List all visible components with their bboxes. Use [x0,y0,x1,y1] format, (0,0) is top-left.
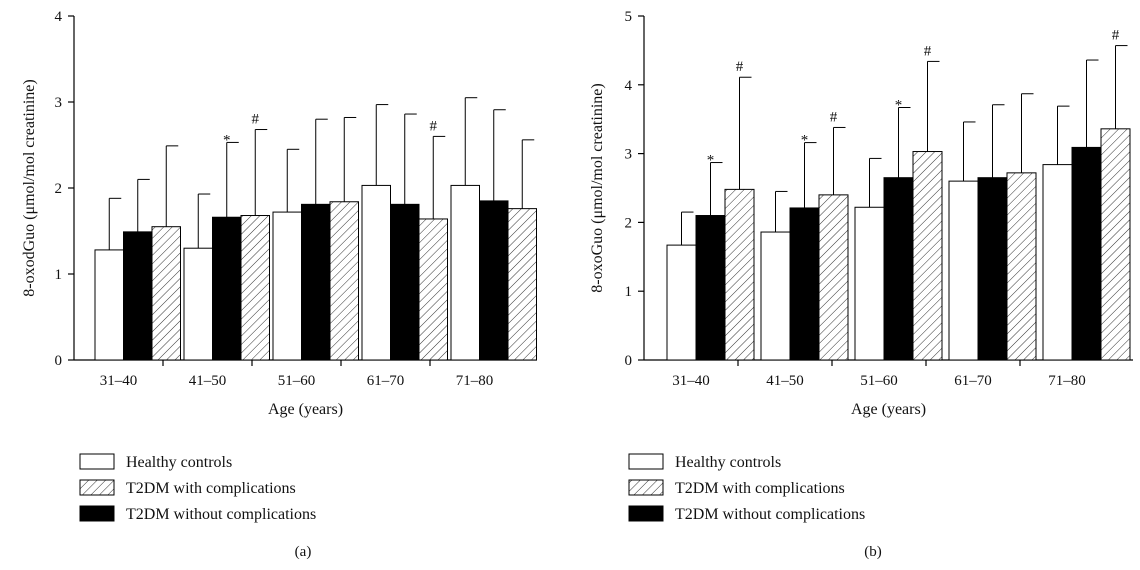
bar-t2dm-with-complications-71-80 [507,208,537,361]
y-tick-label: 3 [55,95,63,111]
bar-t2dm-with-complications-41-50 [240,215,270,361]
panel-label: (a) [295,544,312,560]
x-tick-label: 61–70 [954,373,992,389]
bar-t2dm-without-complications-31-40 [123,231,153,361]
legend-label-without: T2DM without complications [675,506,865,523]
legend-label-with: T2DM with complications [126,480,296,497]
y-tick-label: 3 [625,147,633,163]
bar-t2dm-with-complications-51-60 [329,201,359,361]
bar-t2dm-without-complications-71-80 [479,200,509,361]
x-tick-label: 41–50 [189,373,227,389]
legend-b: Healthy controls T2DM with complications T… [628,453,865,523]
legend-a: Healthy controls T2DM with complications T… [79,453,316,523]
x-tick-label: 41–50 [766,373,804,389]
chart-a: 0 1 2 3 4 31–40 41–50 * #51–60 61–70 #71–80 Age (ye… [21,9,537,418]
bar-healthy-controls-31-40 [666,244,697,361]
y-tick-label: 1 [625,284,633,300]
bar-healthy-controls-31-40 [94,249,124,361]
y-axis-label: 8-oxoGuo (μmol/mol creatinine) [589,83,606,292]
bar-t2dm-with-complications-71-80 [1100,128,1131,361]
bar-healthy-controls-41-50 [183,247,213,361]
y-tick-label: 4 [625,78,633,94]
significance-asterisk: * [801,133,809,149]
x-tick-label: 51–60 [278,373,316,389]
legend-swatch-healthy [79,453,115,470]
x-tick-label: 71–80 [456,373,494,389]
bar-t2dm-with-complications-41-50 [818,194,849,361]
significance-hash: # [736,59,744,75]
y-axis-label: 8-oxodGuo (μmol/mol creatinine) [21,79,38,296]
legend-swatch-healthy [628,453,664,470]
x-tick-label: 31–40 [100,373,138,389]
x-axis-label: Age (years) [851,401,926,418]
bar-healthy-controls-51-60 [272,211,302,361]
bar-t2dm-without-complications-41-50 [212,216,242,361]
significance-hash: # [830,109,838,125]
significance-hash: # [1112,28,1120,44]
bar-t2dm-without-complications-61-70 [390,203,420,361]
y-tick-label: 0 [625,353,633,369]
bar-t2dm-without-complications-71-80 [1071,146,1102,361]
legend-swatch-with [79,479,115,496]
y-tick-label: 1 [55,267,63,283]
y-tick-label: 4 [55,9,63,25]
bar-healthy-controls-61-70 [361,184,391,361]
bar-t2dm-with-complications-61-70 [1006,172,1037,361]
y-tick-label: 2 [625,215,633,231]
bar-healthy-controls-71-80 [1042,164,1073,361]
y-tick-label: 0 [55,353,63,369]
bar-healthy-controls-71-80 [450,184,480,361]
significance-hash: # [924,43,932,59]
x-tick-label: 31–40 [672,373,710,389]
y-tick-label: 5 [625,9,633,25]
significance-asterisk: * [707,153,715,169]
legend-label-without: T2DM without complications [126,506,316,523]
bar-t2dm-without-complications-41-50 [789,207,820,361]
bar-healthy-controls-61-70 [948,180,979,361]
bar-t2dm-without-complications-31-40 [695,215,726,361]
bar-healthy-controls-41-50 [760,231,791,361]
panel-label: (b) [864,544,882,560]
bar-t2dm-without-complications-51-60 [301,203,331,361]
bar-t2dm-with-complications-61-70 [418,218,448,361]
bar-t2dm-with-complications-31-40 [151,226,181,361]
significance-hash: # [430,118,438,134]
bar-t2dm-without-complications-61-70 [977,177,1008,361]
legend-swatch-without [628,505,664,522]
x-tick-label: 71–80 [1048,373,1086,389]
bar-t2dm-with-complications-31-40 [724,188,755,361]
legend-label-healthy: Healthy controls [675,454,781,471]
legend-swatch-without [79,505,115,522]
significance-hash: # [252,112,260,128]
x-axis-label: Age (years) [268,401,343,418]
x-tick-label: 61–70 [367,373,405,389]
legend-swatch-with [628,479,664,496]
x-tick-label: 51–60 [860,373,898,389]
bar-healthy-controls-51-60 [854,206,885,361]
legend-label-healthy: Healthy controls [126,454,232,471]
y-tick-label: 2 [55,181,63,197]
bar-t2dm-with-complications-51-60 [912,151,943,361]
bar-t2dm-without-complications-51-60 [883,177,914,361]
significance-asterisk: * [895,98,903,114]
significance-asterisk: * [223,132,231,148]
legend-label-with: T2DM with complications [675,480,845,497]
chart-b: 0 1 2 3 4 5 31–40 * #41–50 * #51–60 * #61–70 71–80 # Ag… [589,9,1133,418]
